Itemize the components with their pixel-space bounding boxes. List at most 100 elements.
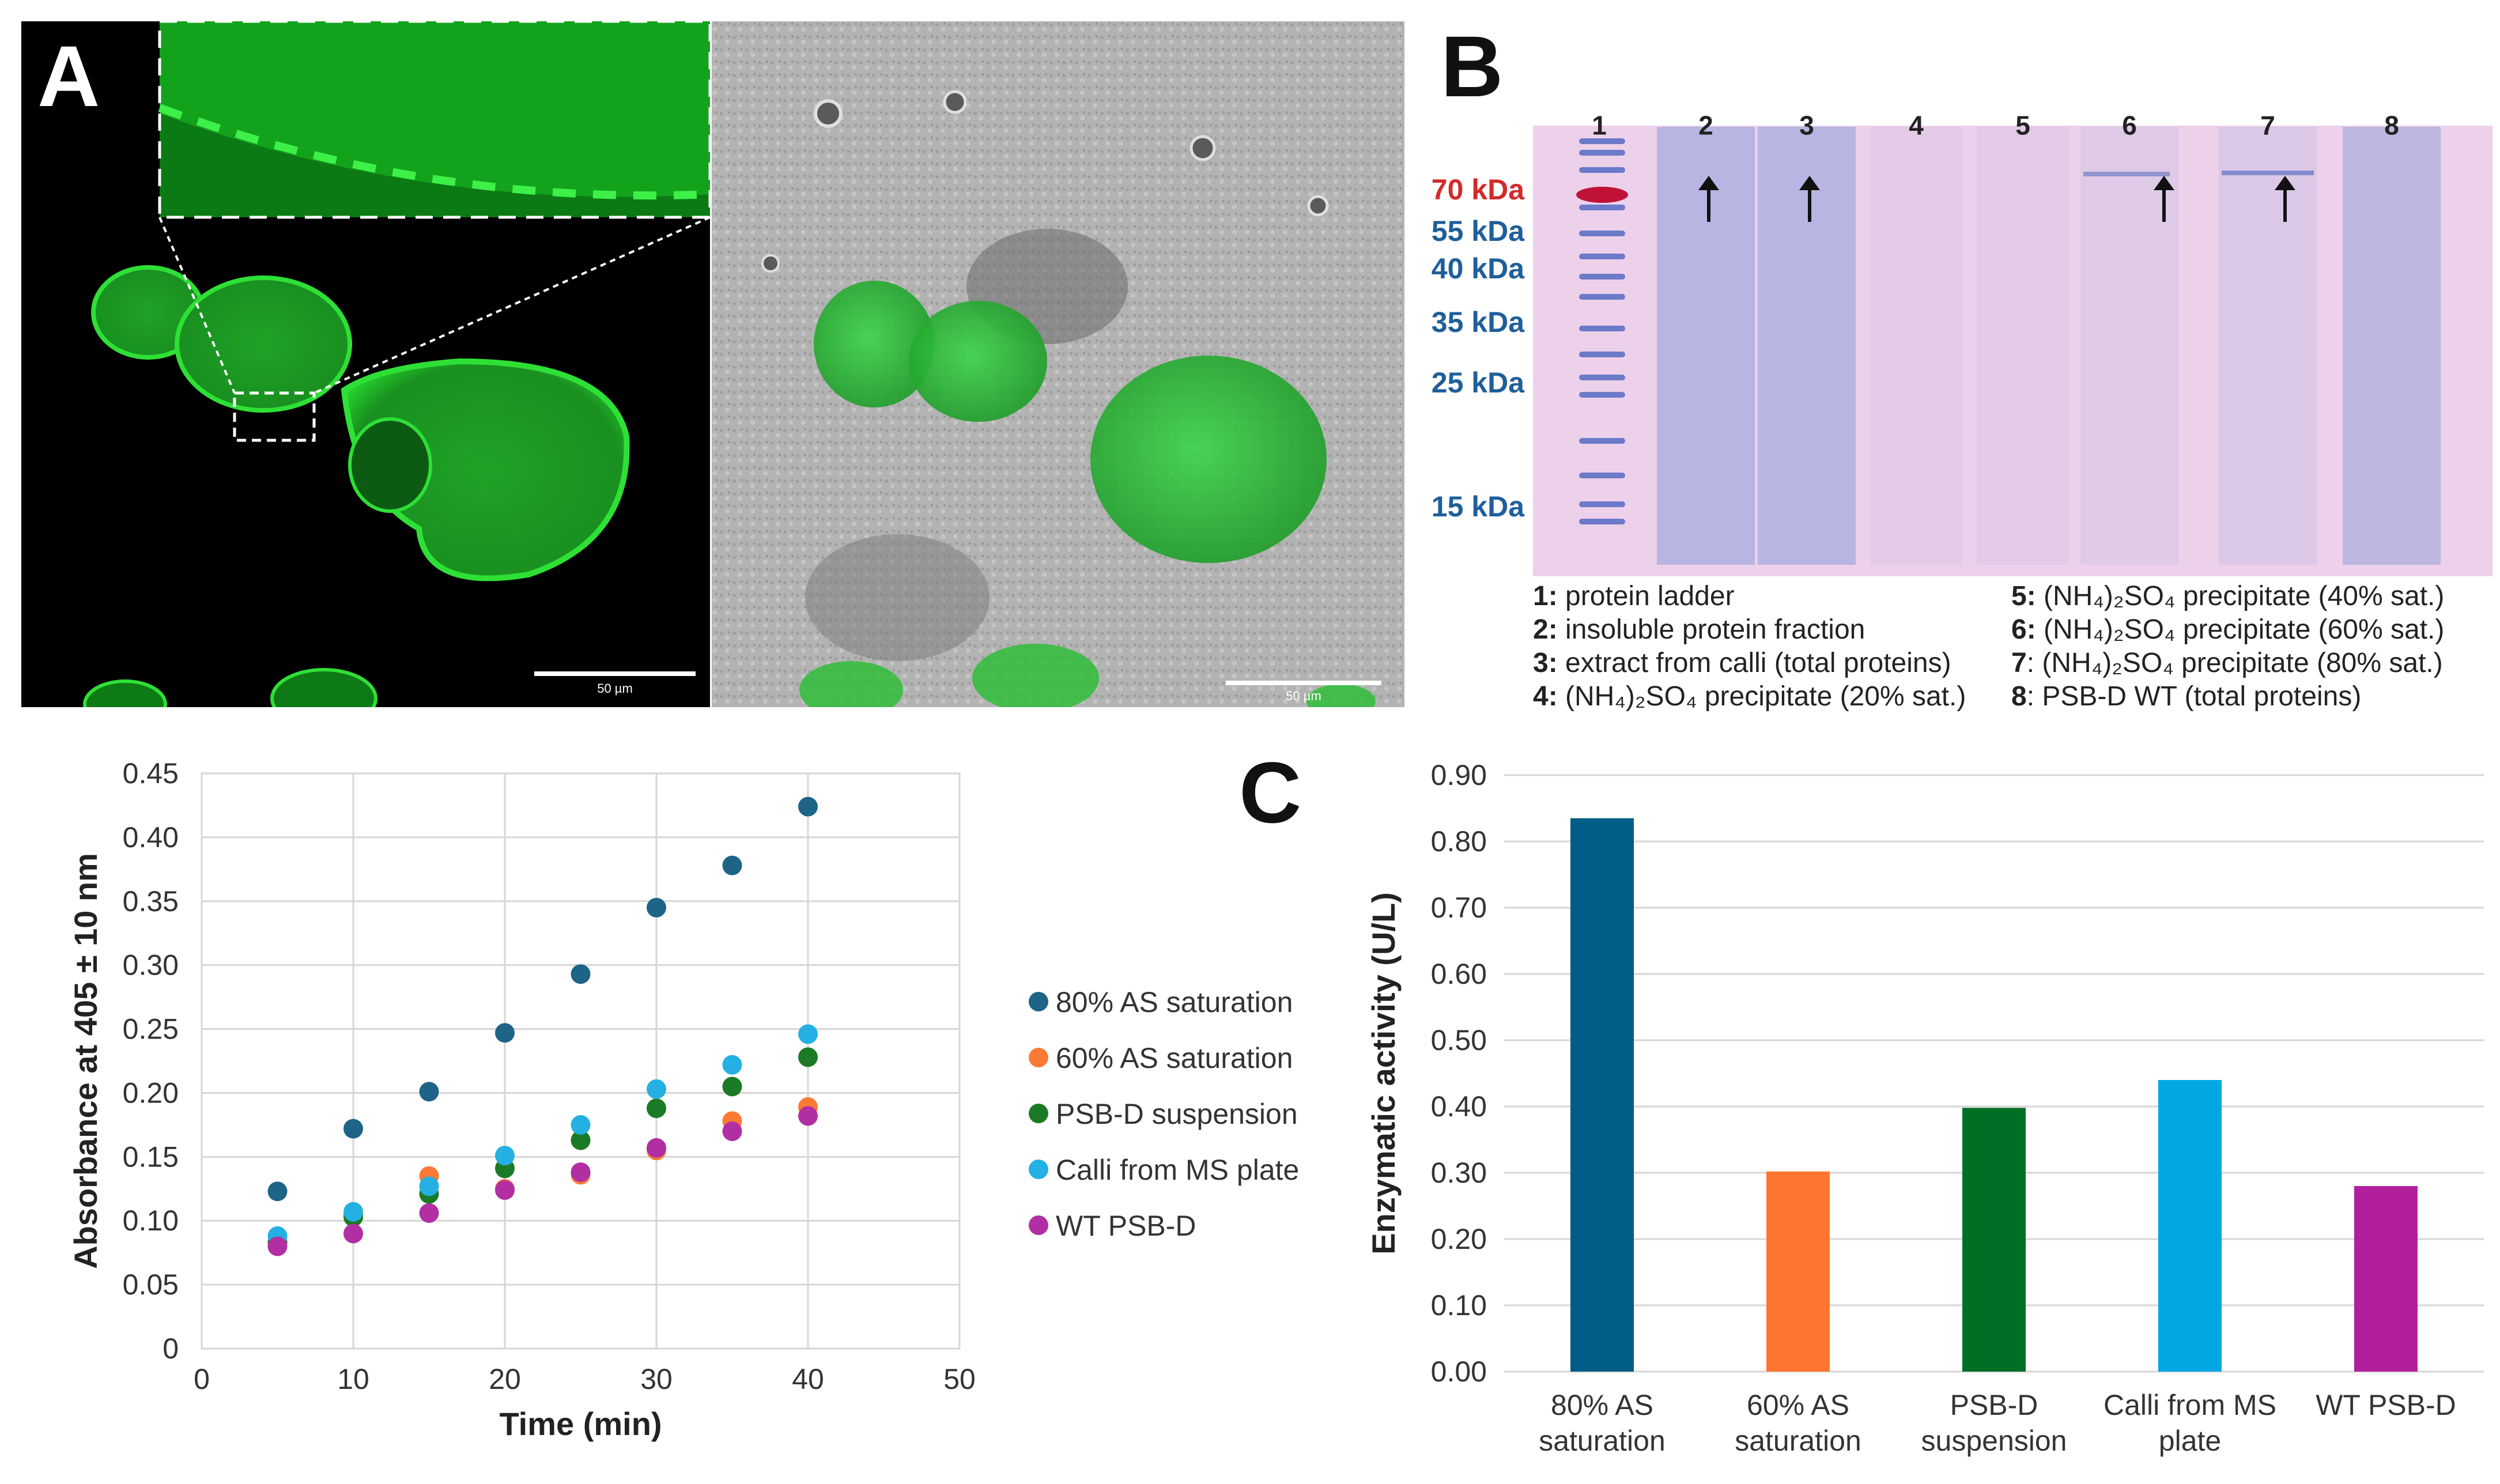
x-tick-label: 20 — [489, 1363, 521, 1395]
gel-legend-item: 3: extract from calli (total proteins) — [1533, 647, 1951, 680]
data-point — [495, 1180, 515, 1200]
y-tick-label: 0.30 — [1431, 1157, 1487, 1189]
plot-area — [201, 772, 961, 1350]
band-arrow-head — [2154, 176, 2174, 190]
gel-legend-number: 1: — [1533, 581, 1558, 611]
ladder-band — [1579, 138, 1625, 144]
data-point — [495, 1146, 515, 1166]
bar — [1570, 818, 1634, 1372]
gel-legend-number: 8 — [2011, 681, 2027, 712]
x-category-label: suspension — [1921, 1425, 2067, 1457]
ladder-band — [1579, 501, 1625, 507]
gel-legend-text: (NH₄)₂SO₄ precipitate (40% sat.) — [2036, 581, 2445, 611]
x-category-label: Calli from MS — [2104, 1389, 2276, 1421]
band-arrow-head — [1698, 176, 1719, 190]
gel-legend-item: 5: (NH₄)₂SO₄ precipitate (40% sat.) — [2011, 580, 2444, 613]
gel-legend-text: protein ladder — [1557, 581, 1735, 611]
scale-bar-label: 50 µm — [1286, 689, 1321, 703]
data-point — [267, 1236, 288, 1256]
legend-marker — [1029, 1160, 1048, 1179]
gel-lane — [1977, 127, 2069, 565]
ladder-band — [1579, 519, 1625, 524]
x-tick-label: 50 — [943, 1363, 976, 1395]
gel-lane-label: 8 — [2384, 115, 2399, 141]
data-point — [798, 796, 818, 817]
enzymatic-activity-bar-chart: 0.00 0.10 0.20 0.30 0.40 0.50 0.60 0.70 0.80 0.90… — [1365, 759, 2484, 1457]
gel-legend-number: 3: — [1533, 648, 1558, 678]
data-point — [419, 1176, 439, 1196]
y-tick-label: 0.10 — [123, 1204, 179, 1237]
data-point — [798, 1047, 818, 1067]
x-tick-label: 0 — [194, 1363, 210, 1395]
data-point — [495, 1023, 515, 1043]
legend-label: 60% AS saturation — [1056, 1042, 1293, 1074]
data-point — [647, 897, 666, 917]
data-point — [419, 1203, 439, 1223]
bar — [1766, 1171, 1830, 1372]
data-point — [722, 1055, 742, 1075]
legend-label: Calli from MS plate — [1056, 1154, 1299, 1186]
gel-legend-text: insoluble protein fraction — [1557, 614, 1865, 645]
gel-panel: 1 2 3 4 5 6 7 8 — [1533, 111, 2493, 576]
cell — [341, 358, 630, 581]
marker-label: 55 kDa — [1431, 215, 1524, 247]
y-tick-label: 0.20 — [123, 1077, 179, 1109]
data-point — [571, 964, 591, 984]
gel-legend-number: 5: — [2011, 581, 2036, 611]
marker-label: 40 kDa — [1431, 252, 1524, 285]
marker-label: 15 kDa — [1431, 490, 1524, 523]
ladder-band — [1579, 274, 1625, 280]
y-tick-label: 0.35 — [123, 885, 179, 917]
band-arrow-head — [2275, 176, 2295, 190]
marker-label: 25 kDa — [1431, 367, 1524, 399]
x-category-label: WT PSB-D — [2316, 1389, 2456, 1421]
x-category-label: plate — [2159, 1425, 2221, 1457]
data-point — [647, 1079, 666, 1099]
legend-label: PSB-D suspension — [1056, 1098, 1298, 1130]
x-category-label: saturation — [1539, 1425, 1666, 1457]
bar — [1962, 1108, 2026, 1372]
x-tick-label: 30 — [640, 1363, 673, 1395]
gel-legend-item: 2: insoluble protein fraction — [1533, 613, 1865, 647]
x-category-label: 60% AS — [1747, 1389, 1849, 1421]
microscopy-panel: 50 µm 50 µm A — [21, 20, 1404, 729]
gel-lane-label: 2 — [1698, 115, 1713, 141]
x-category-label: PSB-D — [1950, 1389, 2038, 1421]
bar — [2354, 1186, 2418, 1372]
data-point — [343, 1224, 363, 1244]
data-point — [571, 1162, 591, 1182]
legend-marker — [1029, 1104, 1048, 1123]
gel-lane — [1758, 127, 1856, 565]
gel-legend-text: extract from calli (total proteins) — [1557, 648, 1951, 678]
y-axis-title: Enzymatic activity (U/L) — [1365, 892, 1402, 1255]
y-tick-label: 0.40 — [1431, 1090, 1487, 1123]
x-category-label: saturation — [1735, 1425, 1861, 1457]
data-point — [343, 1119, 363, 1139]
ladder-band-70kda — [1576, 187, 1628, 203]
marker-label: 35 kDa — [1431, 306, 1524, 338]
gel-lane-label: 4 — [1909, 115, 1924, 141]
absorbance-scatter-chart: 0 10 20 30 40 50 0 0.05 0.10 0.15 0.20 0.25 0.30 0.35… — [67, 757, 1299, 1442]
x-tick-label: 40 — [792, 1363, 824, 1395]
protein-band — [2222, 171, 2314, 175]
gel-legend-item: 7: (NH₄)₂SO₄ precipitate (80% sat.) — [2011, 647, 2443, 680]
gel-legend-item: 6: (NH₄)₂SO₄ precipitate (60% sat.) — [2011, 613, 2444, 647]
data-point — [571, 1130, 591, 1150]
legend-marker — [1029, 1048, 1048, 1067]
panel-label-a: A — [37, 28, 100, 124]
gel-legend-number: 2: — [1533, 614, 1558, 645]
gel-lane — [2343, 127, 2441, 565]
y-tick-label: 0 — [163, 1332, 179, 1365]
y-axis-title: Absorbance at 405 ± 10 nm — [67, 853, 104, 1269]
scale-bar-label: 50 µm — [597, 681, 633, 696]
ladder-band — [1579, 254, 1625, 259]
ladder-band — [1579, 150, 1625, 156]
gel-lane-label: 7 — [2260, 115, 2275, 141]
legend-marker — [1029, 992, 1048, 1011]
data-point — [722, 1077, 742, 1097]
data-point — [267, 1181, 288, 1202]
data-point — [647, 1098, 666, 1119]
x-axis-title: Time (min) — [499, 1406, 662, 1442]
y-tick-label: 0.60 — [1431, 958, 1487, 990]
data-point — [419, 1082, 439, 1102]
